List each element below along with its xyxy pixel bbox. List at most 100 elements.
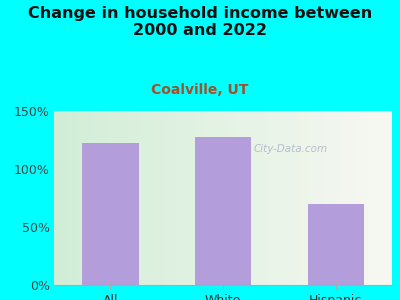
Bar: [64, 111, 68, 285]
Bar: [152, 111, 155, 285]
Bar: [284, 111, 287, 285]
Bar: [210, 111, 213, 285]
Bar: [352, 111, 355, 285]
Bar: [213, 111, 216, 285]
Text: City-Data.com: City-Data.com: [254, 144, 328, 154]
Bar: [172, 111, 176, 285]
Bar: [321, 111, 324, 285]
Bar: [155, 111, 159, 285]
Bar: [267, 111, 270, 285]
Bar: [94, 111, 98, 285]
Bar: [88, 111, 91, 285]
Bar: [203, 111, 206, 285]
Bar: [287, 111, 290, 285]
Bar: [311, 111, 314, 285]
Bar: [196, 111, 199, 285]
Bar: [162, 111, 166, 285]
Bar: [182, 111, 186, 285]
Bar: [176, 111, 179, 285]
Bar: [105, 111, 108, 285]
Bar: [125, 111, 128, 285]
Bar: [264, 111, 267, 285]
Bar: [250, 111, 254, 285]
Bar: [365, 111, 368, 285]
Bar: [81, 111, 84, 285]
Bar: [84, 111, 88, 285]
Bar: [375, 111, 378, 285]
Bar: [236, 111, 240, 285]
Bar: [186, 111, 189, 285]
Bar: [368, 111, 372, 285]
Bar: [128, 111, 132, 285]
Bar: [318, 111, 321, 285]
Bar: [294, 111, 297, 285]
Bar: [112, 111, 115, 285]
Bar: [138, 111, 142, 285]
Bar: [331, 111, 334, 285]
Bar: [230, 111, 233, 285]
Bar: [254, 111, 257, 285]
Bar: [257, 111, 260, 285]
Bar: [314, 111, 318, 285]
Bar: [240, 111, 243, 285]
Bar: [385, 111, 389, 285]
Bar: [98, 111, 101, 285]
Bar: [195, 136, 251, 285]
Bar: [149, 111, 152, 285]
Bar: [362, 111, 365, 285]
Bar: [308, 204, 364, 285]
Bar: [304, 111, 308, 285]
Bar: [308, 111, 311, 285]
Bar: [243, 111, 247, 285]
Bar: [54, 111, 57, 285]
Bar: [57, 111, 61, 285]
Bar: [345, 111, 348, 285]
Bar: [338, 111, 341, 285]
Bar: [199, 111, 203, 285]
Bar: [216, 111, 220, 285]
Bar: [280, 111, 284, 285]
Bar: [78, 111, 81, 285]
Bar: [71, 111, 74, 285]
Bar: [378, 111, 382, 285]
Bar: [341, 111, 345, 285]
Bar: [115, 111, 118, 285]
Bar: [382, 111, 385, 285]
Bar: [274, 111, 277, 285]
Bar: [179, 111, 182, 285]
Bar: [145, 111, 149, 285]
Bar: [324, 111, 328, 285]
Bar: [61, 111, 64, 285]
Bar: [301, 111, 304, 285]
Bar: [118, 111, 122, 285]
Bar: [247, 111, 250, 285]
Bar: [166, 111, 169, 285]
Bar: [355, 111, 358, 285]
Bar: [328, 111, 331, 285]
Bar: [260, 111, 264, 285]
Bar: [372, 111, 375, 285]
Bar: [206, 111, 210, 285]
Bar: [277, 111, 280, 285]
Text: Change in household income between
2000 and 2022: Change in household income between 2000 …: [28, 6, 372, 38]
Bar: [142, 111, 145, 285]
Bar: [348, 111, 352, 285]
Text: Coalville, UT: Coalville, UT: [151, 82, 249, 97]
Bar: [389, 111, 392, 285]
Bar: [290, 111, 294, 285]
Bar: [68, 111, 71, 285]
Bar: [122, 111, 125, 285]
Bar: [101, 111, 105, 285]
Bar: [74, 111, 78, 285]
Bar: [108, 111, 112, 285]
Bar: [91, 111, 94, 285]
Bar: [358, 111, 362, 285]
Bar: [169, 111, 172, 285]
Bar: [159, 111, 162, 285]
Bar: [82, 143, 138, 285]
Bar: [226, 111, 230, 285]
Bar: [334, 111, 338, 285]
Bar: [132, 111, 135, 285]
Bar: [192, 111, 196, 285]
Bar: [220, 111, 223, 285]
